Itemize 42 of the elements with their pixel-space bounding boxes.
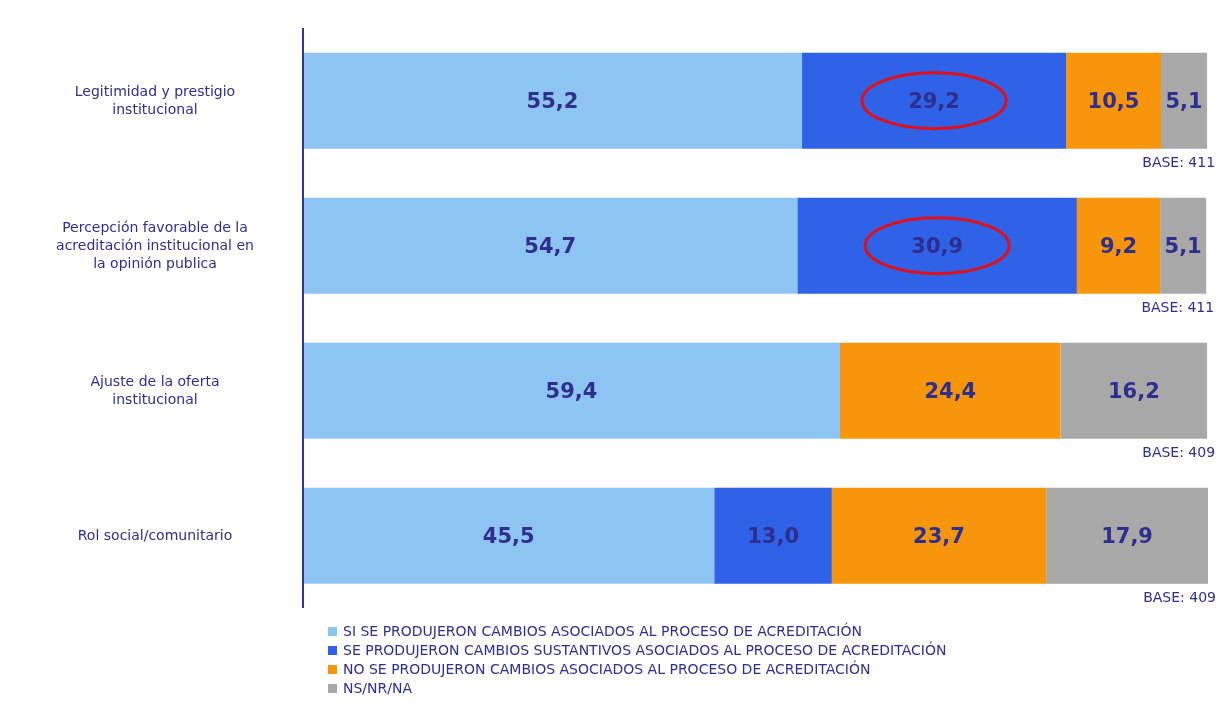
data-label: 45,5	[482, 524, 535, 548]
y-tick-label: Ajuste de la oferta institucional	[90, 373, 220, 408]
bar	[1060, 342, 1208, 439]
data-label: 9,2	[1099, 234, 1138, 258]
bar	[831, 487, 1047, 584]
y-tick-label: Percepción favorable de la acreditación institucional en la opinión publica	[56, 219, 254, 272]
bar	[802, 52, 1067, 149]
bar	[797, 197, 1077, 294]
bar	[1160, 52, 1208, 149]
legend-label: SI SE PRODUJERON CAMBIOS ASOCIADOS AL PROCESO DE ACREDITACIÓN	[343, 622, 862, 641]
bar	[303, 342, 841, 439]
bar	[303, 487, 715, 584]
data-label: 59,4	[545, 379, 598, 403]
legend-label: SE PRODUJERON CAMBIOS SUSTANTIVOS ASOCIADOS AL PROCESO DE ACREDITACIÓN	[343, 641, 947, 660]
bar	[1076, 197, 1161, 294]
bar	[303, 197, 798, 294]
y-tick-label: Rol social/comunitario	[77, 527, 233, 544]
legend-label: NO SE PRODUJERON CAMBIOS ASOCIADOS AL PROCESO DE ACREDITACIÓN	[343, 660, 871, 679]
bar	[714, 487, 832, 584]
annotation: BASE: 411	[1141, 298, 1215, 315]
bar	[303, 52, 803, 149]
data-label: 29,2	[908, 89, 960, 113]
bar	[1160, 197, 1207, 294]
data-label: 5,1	[1164, 234, 1202, 258]
data-label: 55,2	[526, 89, 579, 113]
data-label: 54,7	[524, 234, 577, 258]
bar	[840, 342, 1061, 439]
bar	[1066, 52, 1161, 149]
data-label: 16,2	[1107, 379, 1160, 403]
annotation: BASE: 409	[1142, 443, 1216, 460]
annotation: BASE: 409	[1143, 588, 1216, 605]
bar	[1046, 487, 1208, 584]
data-label: 17,9	[1101, 524, 1153, 548]
data-label: 24,4	[924, 379, 977, 403]
legend-label: NS/NR/NA	[343, 679, 413, 698]
data-label: 23,7	[913, 524, 965, 548]
data-label: 30,9	[911, 234, 964, 258]
data-label: 10,5	[1087, 89, 1140, 113]
data-label: 13,0	[747, 524, 800, 548]
data-label: 5,1	[1165, 89, 1203, 113]
y-tick-label: Legitimidad y prestigio institucional	[74, 83, 236, 118]
annotation: BASE: 411	[1142, 153, 1216, 170]
